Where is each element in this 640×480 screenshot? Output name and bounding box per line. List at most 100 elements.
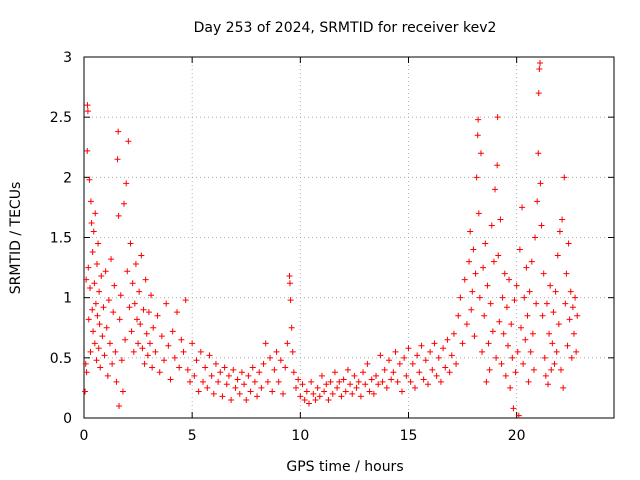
data-point [347,381,354,388]
data-point [114,156,121,163]
data-point [202,364,209,371]
data-point [90,328,97,335]
data-point [301,396,308,403]
data-point [134,316,140,323]
data-point [288,324,295,331]
data-point [481,312,488,319]
data-point [87,348,94,355]
data-point [450,330,457,337]
data-point [342,388,349,395]
data-point [277,357,284,364]
data-point [427,348,434,355]
data-point [142,276,149,283]
data-point [118,357,125,364]
data-point [521,294,528,301]
data-point [100,304,107,311]
data-point [390,369,397,376]
y-tick-label: 2 [63,170,72,186]
data-point [532,234,539,241]
data-point [437,378,444,385]
data-point [228,396,235,403]
data-point [289,348,296,355]
data-point [498,360,505,367]
data-point [329,390,336,397]
data-point [469,288,476,295]
data-point [165,342,172,349]
data-point [409,360,416,367]
data-point [470,246,477,253]
data-point [394,378,401,385]
data-point [287,297,294,304]
data-point [123,180,130,187]
data-point [111,282,118,289]
data-point [273,348,280,355]
data-point [256,369,263,376]
data-point [286,273,293,280]
y-tick-label: 1.5 [50,231,72,247]
data-point [316,393,323,400]
data-point [109,360,116,367]
data-point [236,390,243,397]
data-point [515,412,522,419]
data-point [150,324,157,331]
data-point [110,309,117,316]
data-point [399,388,405,395]
data-point [355,378,362,385]
data-point [411,384,418,391]
data-point [195,388,202,395]
data-point [493,354,500,361]
data-point [238,369,245,376]
data-point [108,256,115,263]
data-point [375,381,382,388]
data-point [524,312,531,319]
data-point [247,388,254,395]
data-point [547,282,554,289]
data-point [527,348,534,355]
data-point [245,372,252,379]
data-point [344,366,351,373]
data-point [560,384,567,391]
data-point [230,366,237,373]
data-point [152,348,159,355]
data-point [535,150,542,157]
data-point [180,348,187,355]
data-point [305,400,312,407]
data-point [225,372,232,379]
data-point [125,138,132,145]
data-point [271,366,278,373]
data-point [539,312,546,319]
data-point [191,372,198,379]
data-point [82,360,89,367]
data-point [284,340,291,347]
data-point [96,288,103,295]
data-point [295,376,302,383]
data-point [127,240,134,247]
data-point [362,381,369,388]
data-point [84,108,91,115]
data-point [543,300,550,307]
data-point [506,276,513,283]
data-point [546,330,553,337]
data-point [98,273,105,280]
data-point [174,309,181,316]
data-point [366,388,373,395]
data-point [513,282,520,289]
data-point [540,270,547,277]
data-point [466,258,473,265]
data-point [264,378,271,385]
data-point [537,60,544,67]
data-point [182,297,189,304]
data-point [148,292,155,299]
data-point [514,348,521,355]
data-point [536,66,543,73]
data-point [293,384,299,391]
data-point [508,321,515,328]
data-point [116,402,123,409]
data-point [420,376,427,383]
data-point [497,216,504,223]
data-point [130,348,137,355]
data-point [507,384,514,391]
data-point [91,340,98,347]
data-point [487,300,494,307]
